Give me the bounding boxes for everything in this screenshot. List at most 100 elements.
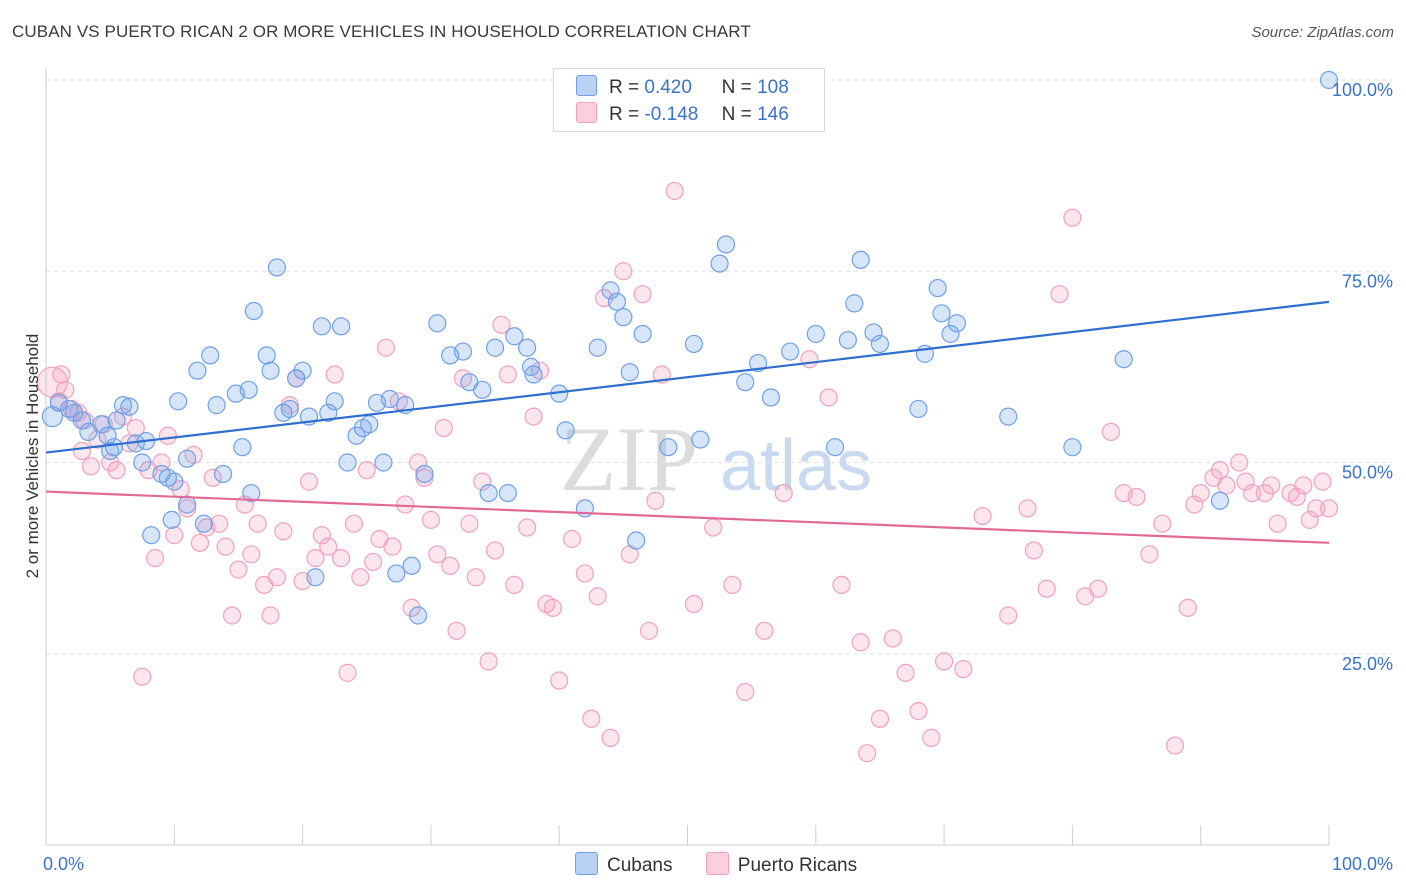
puerto-ricans-point [665,181,684,201]
puerto-ricans-point [107,461,126,480]
cubans-point [331,317,351,336]
puerto-ricans-point [178,499,197,518]
puerto-ricans-point [408,453,428,472]
puerto-ricans-point [376,338,396,357]
cubans-point [588,338,607,357]
puerto-ricans-point [909,702,928,721]
puerto-ricans-point [274,522,293,541]
puerto-ricans-point [1185,495,1204,514]
puerto-ricans-point [1018,499,1037,518]
puerto-ricans-point [479,652,498,671]
x-tick-label: 0.0% [43,854,84,874]
puerto-ricans-point [383,537,402,556]
cubans-point [518,338,537,357]
puerto-ricans-point [832,575,851,595]
puerto-ricans-point [1037,579,1056,598]
puerto-ricans-point [851,633,870,652]
cubans-point [280,399,299,419]
puerto-ricans-point [158,426,177,445]
source-label: Source: ZipAtlas.com [1251,24,1394,41]
puerto-ricans-point [999,606,1018,625]
puerto-ricans-point [190,533,210,552]
puerto-ricans-point [248,514,267,533]
legend-r-value: -0.148 [644,104,699,125]
puerto-ricans-point [774,484,793,503]
cubans-point [556,421,575,440]
cubans-swatch [576,75,597,96]
series-legend: Cubans Puerto Ricans [575,852,885,877]
correlation-legend: R = 0.420 N = 108 R = -0.148 N = 146 [553,68,825,132]
cubans-point [257,346,276,365]
cubans-point [408,606,428,625]
puerto-ricans-point [896,663,915,682]
watermark-atlas: atlas [720,426,872,506]
puerto-ricans-point [543,598,562,617]
cubans-point [1319,70,1339,90]
cubans-point [338,453,357,472]
cubans-point [428,314,447,333]
puerto-ricans-point [582,709,601,728]
puerto-ricans-point [601,728,620,748]
legend-n-value: 108 [757,77,789,98]
puerto-ricans-point [1262,476,1281,495]
puerto-ricans-point [52,365,71,384]
cubans-point [360,415,379,434]
chart-title: CUBAN VS PUERTO RICAN 2 OR MORE VEHICLES… [12,22,751,41]
puerto-ricans-point [498,365,517,384]
trend-lines [45,300,1330,544]
cubans-point [120,397,139,416]
legend-item-puerto-ricans: Puerto Ricans [705,852,857,877]
puerto-ricans-point [1088,579,1108,598]
cubans-point [178,449,197,468]
puerto-ricans-point [819,388,838,407]
puerto-ricans-swatch [576,102,597,123]
puerto-ricans-point [1140,545,1159,564]
cubans-point [207,396,226,415]
cubans-point [453,342,473,361]
puerto-ricans-point [81,457,101,476]
puerto-ricans-point [505,575,524,595]
cubans-point [101,441,120,461]
puerto-ricans-point [1165,736,1185,755]
puerto-ricans-point [473,472,492,491]
cubans-point [941,324,960,344]
cubans-point [133,453,152,472]
cubans-point [107,411,126,430]
cubans-point [306,568,325,587]
cubans-point [415,464,434,484]
puerto-ricans-trend-line [45,490,1330,544]
puerto-ricans-point [133,667,152,686]
cubans-point [380,389,399,409]
legend-r-value: 0.420 [644,77,692,98]
puerto-ricans-point [1063,208,1082,227]
cubans-point [169,392,188,411]
cubans-point [498,484,517,503]
cubans-point [1114,350,1133,369]
cubans-point [194,514,213,533]
puerto-ricans-point [325,365,344,384]
cubans-point [864,323,883,342]
puerto-ricans-point [299,472,319,491]
puerto-ricans-point [165,526,184,545]
cubans-point [838,331,857,350]
puerto-ricans-point [441,556,460,575]
cubans-point [761,388,780,407]
puerto-ricans-point [614,262,633,281]
puerto-ricans-point [633,285,652,304]
puerto-ricans-point [1217,476,1236,495]
x-tick-label: 100.0% [1332,854,1393,874]
cubans-point [293,361,312,380]
legend-n-value: 146 [757,104,789,125]
puerto-ricans-point [460,514,479,533]
cubans-point [1063,438,1082,457]
puerto-ricans-point [415,468,434,487]
cubans-point [607,292,627,311]
cubans-point [947,314,967,333]
puerto-ricans-point [973,506,992,526]
cubans-point [239,380,258,399]
puerto-ricans-point [934,652,954,671]
y-tick-label: 75.0% [1342,271,1393,291]
puerto-ricans-point [267,568,287,587]
puerto-ricans-point [954,659,973,679]
